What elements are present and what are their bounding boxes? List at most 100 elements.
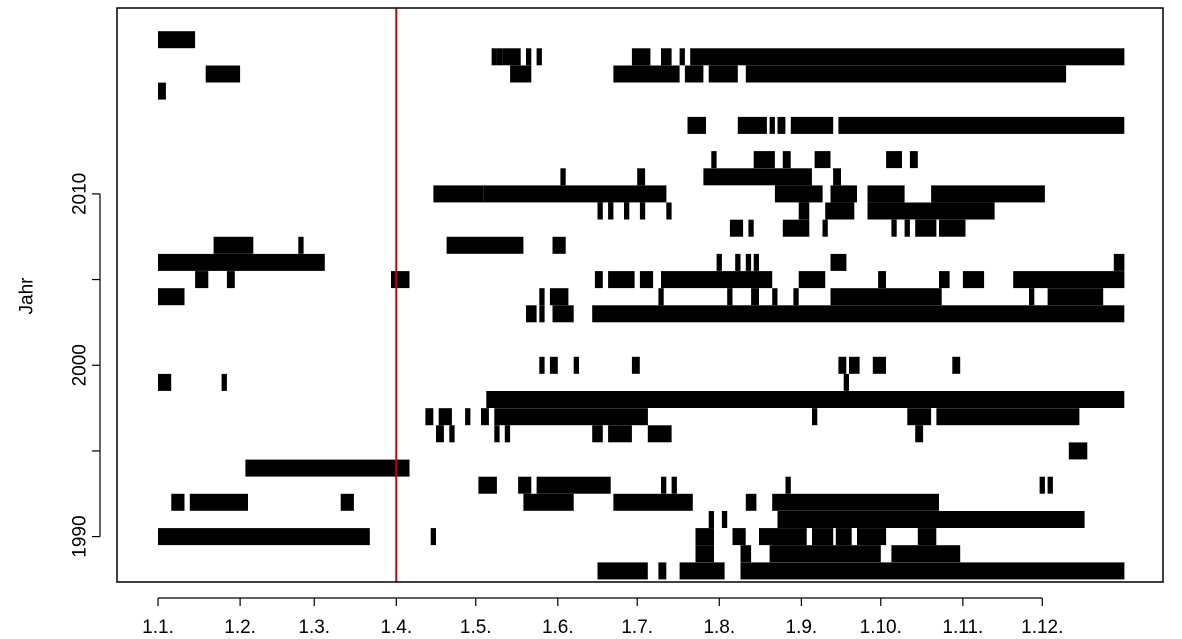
segment-1997-47 — [465, 408, 471, 426]
segment-1991-17 — [708, 511, 714, 528]
segment-2006-96 — [753, 253, 759, 271]
segment-2006-92 — [158, 253, 325, 271]
segment-1996-37 — [436, 425, 444, 443]
segment-1990-9 — [430, 528, 436, 546]
y-axis: 1990 2000 2010 — [70, 173, 101, 558]
segment-1997-50 — [812, 408, 818, 426]
segment-2018-151 — [502, 48, 521, 66]
segment-2009-111 — [597, 202, 603, 220]
segment-2010-120 — [483, 185, 667, 203]
plot-frame — [116, 7, 1164, 583]
x-tick-label: 1.12. — [1021, 617, 1063, 638]
segment-2018-154 — [631, 48, 651, 66]
segment-2014-139 — [790, 116, 834, 134]
segment-1996-42 — [608, 425, 632, 443]
segment-2007-102 — [552, 236, 566, 254]
segment-2008-110 — [939, 219, 966, 237]
segment-1999-55 — [221, 373, 227, 391]
segment-1996-44 — [915, 425, 924, 443]
segment-2004-72 — [658, 288, 664, 306]
segment-2019-158 — [158, 31, 196, 49]
segment-2003-68 — [592, 305, 1125, 323]
segment-1989-7 — [891, 545, 961, 563]
y-tick-label: 2000 — [70, 344, 91, 386]
segment-2010-123 — [867, 185, 905, 203]
segment-2008-106 — [822, 219, 828, 237]
segment-2005-86 — [661, 271, 773, 289]
segment-2004-76 — [793, 288, 799, 306]
segment-2010-119 — [433, 185, 484, 203]
segment-1997-46 — [438, 408, 452, 426]
segment-2012-131 — [782, 151, 791, 169]
segment-2004-73 — [727, 288, 733, 306]
segment-1993-28 — [518, 476, 532, 494]
segment-2017-143 — [510, 65, 532, 83]
segment-1988-0 — [597, 562, 648, 580]
segment-2011-125 — [560, 168, 566, 186]
segment-2014-136 — [737, 116, 767, 134]
x-tick-label: 1.5. — [460, 617, 492, 638]
segment-1996-40 — [504, 425, 511, 443]
segment-1992-24 — [613, 493, 693, 511]
segment-1999-56 — [843, 373, 849, 391]
segment-2004-75 — [772, 288, 778, 306]
segment-1990-13 — [812, 528, 834, 546]
segment-2003-65 — [526, 305, 537, 323]
segment-2008-109 — [915, 219, 937, 237]
segment-2012-132 — [814, 151, 831, 169]
x-tick-label: 1.11. — [942, 617, 983, 638]
segment-2004-77 — [830, 288, 942, 306]
segment-2017-146 — [708, 65, 738, 83]
segment-2017-147 — [745, 65, 794, 83]
segment-1993-29 — [536, 476, 611, 494]
segment-1991-19 — [777, 511, 1085, 528]
segment-1990-10 — [695, 528, 714, 546]
segment-2017-145 — [684, 65, 704, 83]
segment-1997-52 — [936, 408, 1080, 426]
segment-1997-49 — [494, 408, 648, 426]
segment-2004-78 — [1029, 288, 1035, 306]
segment-1990-14 — [835, 528, 852, 546]
segment-1992-20 — [171, 493, 185, 511]
y-tick-label: 1990 — [70, 515, 91, 557]
segment-2003-66 — [539, 305, 545, 323]
segment-2010-121 — [774, 185, 823, 203]
segment-2004-71 — [549, 288, 569, 306]
segment-2008-105 — [782, 219, 810, 237]
segment-1990-16 — [917, 528, 937, 546]
segment-1988-1 — [658, 562, 667, 580]
x-tick-label: 1.1. — [142, 617, 174, 638]
segment-2009-117 — [825, 202, 855, 220]
segment-2010-124 — [931, 185, 1045, 203]
x-tick-label: 1.3. — [298, 617, 330, 638]
segment-1992-23 — [523, 493, 574, 511]
segment-1993-33 — [1039, 476, 1045, 494]
segment-2009-115 — [666, 202, 672, 220]
segment-1989-6 — [769, 545, 881, 563]
segment-2005-90 — [962, 271, 985, 289]
segment-1989-4 — [695, 545, 714, 563]
segment-2008-107 — [891, 219, 897, 237]
segment-2018-149 — [491, 48, 497, 66]
segment-2000-63 — [872, 356, 886, 374]
segment-2018-155 — [661, 48, 672, 66]
segment-2009-116 — [798, 202, 810, 220]
segment-1994-35 — [245, 459, 410, 477]
segment-2006-98 — [1113, 253, 1125, 271]
x-tick-label: 1.8. — [703, 617, 735, 638]
segment-2005-81 — [226, 271, 235, 289]
segment-2018-150 — [496, 48, 503, 66]
segment-1993-30 — [661, 476, 667, 494]
segment-1990-15 — [857, 528, 887, 546]
segment-2006-97 — [830, 253, 847, 271]
segment-2009-118 — [867, 202, 995, 220]
segment-1998-53 — [486, 391, 1125, 408]
segment-2005-85 — [639, 271, 654, 289]
segment-2012-133 — [886, 151, 902, 169]
segment-2000-64 — [952, 356, 961, 374]
segment-1997-48 — [481, 408, 489, 426]
x-tick-label: 1.10. — [860, 617, 902, 638]
segment-2005-87 — [798, 271, 826, 289]
segment-2014-140 — [838, 116, 1125, 134]
